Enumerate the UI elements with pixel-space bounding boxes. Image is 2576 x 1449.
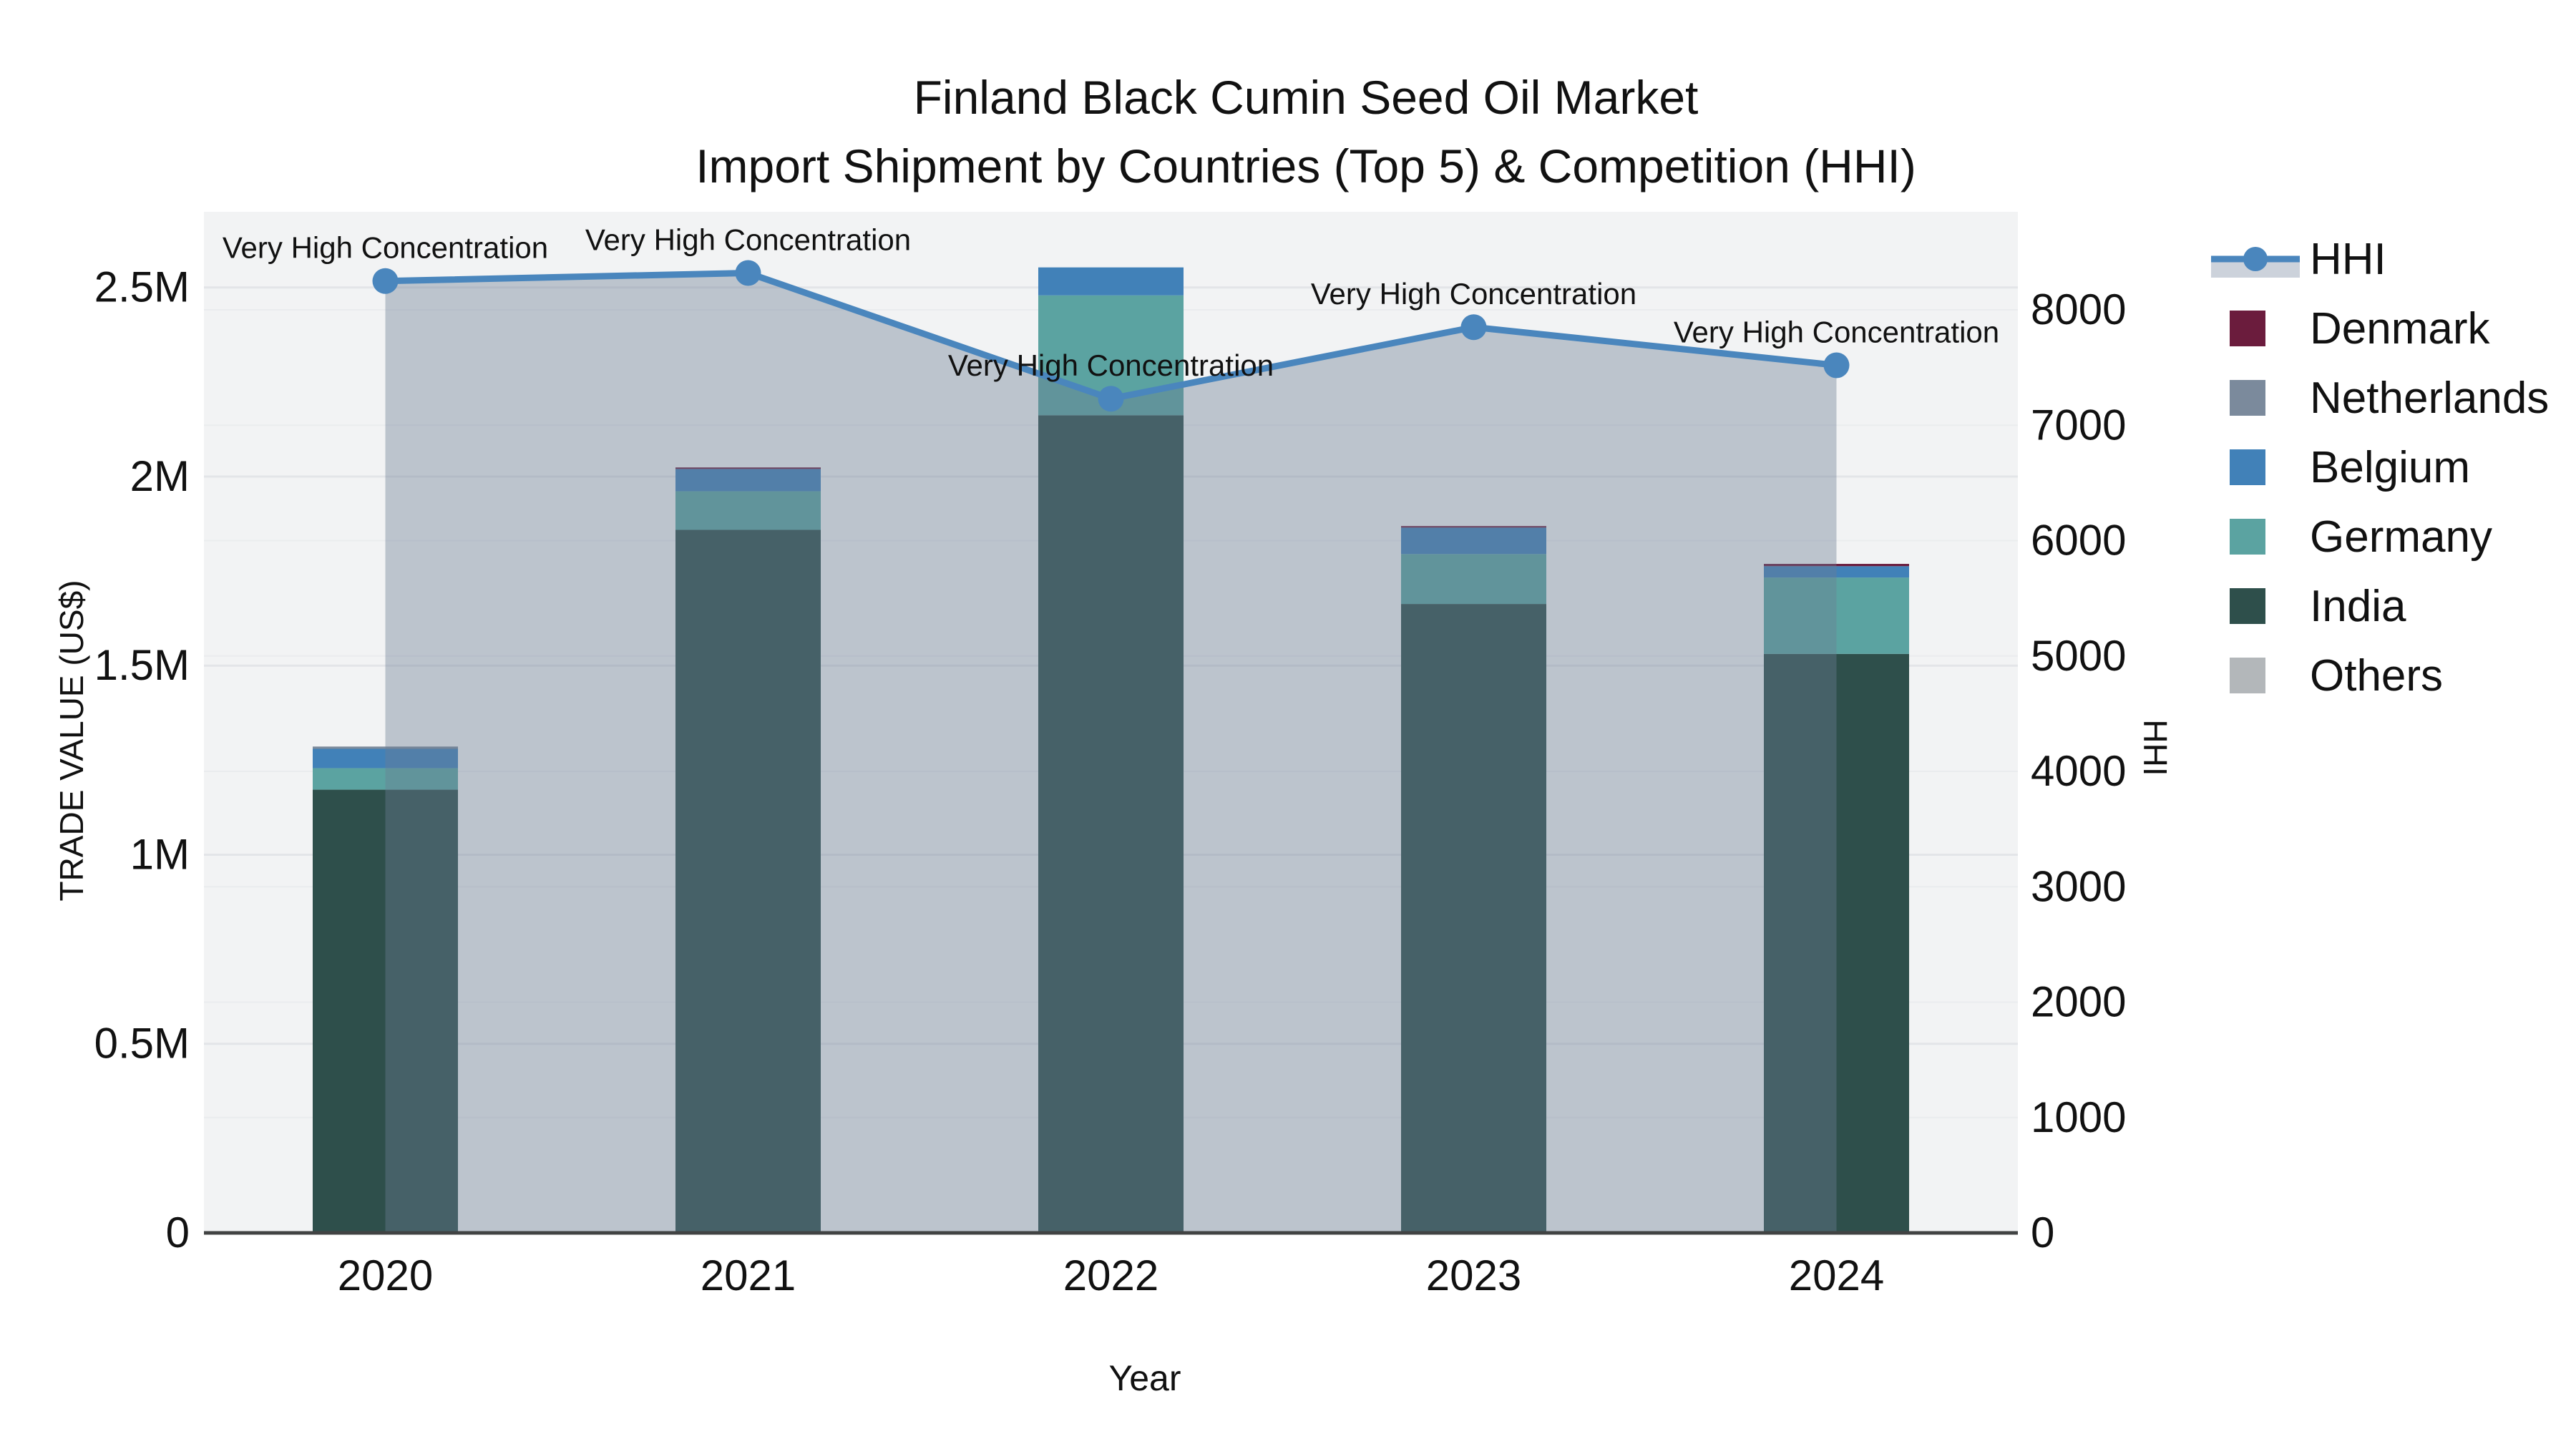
- hhi-marker-2024[interactable]: [1823, 352, 1850, 379]
- x-axis-title: Year: [1108, 1358, 1181, 1398]
- legend-swatch-india: [2230, 588, 2265, 624]
- legend-label-india: India: [2310, 582, 2406, 631]
- chart-title-line1: Finland Black Cumin Seed Oil Market: [913, 71, 1699, 124]
- x-tick-2021: 2021: [701, 1252, 796, 1299]
- bar-segment-2023-germany[interactable]: [1401, 554, 1546, 605]
- bar-segment-2020-germany[interactable]: [313, 768, 458, 790]
- annotation-2020: Very High Concentration: [223, 231, 548, 265]
- legend-item-germany[interactable]: Germany: [2230, 512, 2492, 562]
- y-tick-1.5M: 1.5M: [94, 641, 190, 689]
- x-tick-2020: 2020: [338, 1252, 433, 1299]
- legend-swatch-germany: [2230, 519, 2265, 555]
- hhi-marker-2021[interactable]: [735, 260, 761, 286]
- x-tick-2022: 2022: [1063, 1252, 1158, 1299]
- bar-segment-2024-belgium[interactable]: [1764, 566, 1909, 578]
- y2-tick-7000: 7000: [2031, 401, 2126, 449]
- bar-segment-2020-netherlands[interactable]: [313, 746, 458, 749]
- legend-label-others: Others: [2310, 651, 2443, 701]
- legend-hhi-marker-sample: [2243, 247, 2268, 271]
- bar-segment-2022-india[interactable]: [1038, 415, 1184, 1233]
- legend-label-hhi: HHI: [2310, 235, 2386, 284]
- y2-tick-3000: 3000: [2031, 862, 2126, 910]
- bar-segment-2022-belgium[interactable]: [1038, 267, 1184, 296]
- bar-segment-2023-denmark[interactable]: [1401, 526, 1546, 528]
- legend-label-germany: Germany: [2310, 512, 2492, 562]
- y-tick-1M: 1M: [130, 830, 190, 878]
- annotation-2023: Very High Concentration: [1311, 277, 1636, 311]
- x-tick-2023: 2023: [1426, 1252, 1521, 1299]
- annotation-2021: Very High Concentration: [585, 223, 911, 256]
- legend-label-netherlands: Netherlands: [2310, 374, 2549, 423]
- hhi-marker-2020[interactable]: [372, 268, 399, 294]
- y2-tick-6000: 6000: [2031, 517, 2126, 565]
- legend-label-denmark: Denmark: [2310, 304, 2491, 353]
- y2-tick-8000: 8000: [2031, 286, 2126, 333]
- y-tick-2.5M: 2.5M: [94, 263, 190, 311]
- legend-swatch-others: [2230, 658, 2265, 693]
- legend-item-belgium[interactable]: Belgium: [2230, 443, 2470, 492]
- legend-item-hhi[interactable]: HHI: [2211, 235, 2386, 284]
- legend-swatch-belgium: [2230, 449, 2265, 485]
- annotation-2022: Very High Concentration: [948, 348, 1274, 382]
- legend-label-belgium: Belgium: [2310, 443, 2470, 492]
- legend-item-netherlands[interactable]: Netherlands: [2230, 374, 2549, 423]
- y2-tick-4000: 4000: [2031, 747, 2126, 795]
- bar-segment-2021-denmark[interactable]: [675, 467, 821, 469]
- y-tick-0.5M: 0.5M: [94, 1020, 190, 1068]
- bar-segment-2023-belgium[interactable]: [1401, 527, 1546, 555]
- bar-segment-2020-india[interactable]: [313, 789, 458, 1233]
- chart-title-line2: Import Shipment by Countries (Top 5) & C…: [696, 140, 1916, 192]
- legend-item-others[interactable]: Others: [2230, 651, 2443, 701]
- y2-tick-0: 0: [2031, 1209, 2054, 1257]
- y-tick-2M: 2M: [130, 452, 190, 500]
- y2-tick-5000: 5000: [2031, 632, 2126, 680]
- bar-segment-2021-india[interactable]: [675, 530, 821, 1233]
- hhi-marker-2023[interactable]: [1460, 314, 1487, 341]
- bar-segment-2021-germany[interactable]: [675, 491, 821, 530]
- hhi-area-fill: [385, 273, 1837, 1234]
- chart-title: Finland Black Cumin Seed Oil Market Impo…: [36, 63, 2576, 200]
- bars-group: [313, 267, 1909, 1233]
- bar-segment-2020-belgium[interactable]: [313, 748, 458, 769]
- legend-swatch-netherlands: [2230, 380, 2265, 416]
- bar-segment-2024-germany[interactable]: [1764, 577, 1909, 654]
- bar-segment-2023-india[interactable]: [1401, 604, 1546, 1233]
- legend-item-denmark[interactable]: Denmark: [2230, 304, 2491, 353]
- y2-tick-2000: 2000: [2031, 978, 2126, 1026]
- legend-swatch-denmark: [2230, 311, 2265, 346]
- y2-tick-1000: 1000: [2031, 1093, 2126, 1141]
- annotation-2024: Very High Concentration: [1674, 315, 1999, 348]
- bar-segment-2021-belgium[interactable]: [675, 469, 821, 492]
- y-tick-0: 0: [166, 1209, 190, 1257]
- bar-segment-2024-india[interactable]: [1764, 653, 1909, 1233]
- legend-item-india[interactable]: India: [2230, 582, 2406, 631]
- legend: HHI Denmark Netherlands Belgium Germany India…: [2211, 235, 2549, 701]
- hhi-marker-2022[interactable]: [1098, 386, 1124, 412]
- bar-segment-2024-denmark[interactable]: [1764, 564, 1909, 567]
- x-tick-2024: 2024: [1789, 1252, 1884, 1299]
